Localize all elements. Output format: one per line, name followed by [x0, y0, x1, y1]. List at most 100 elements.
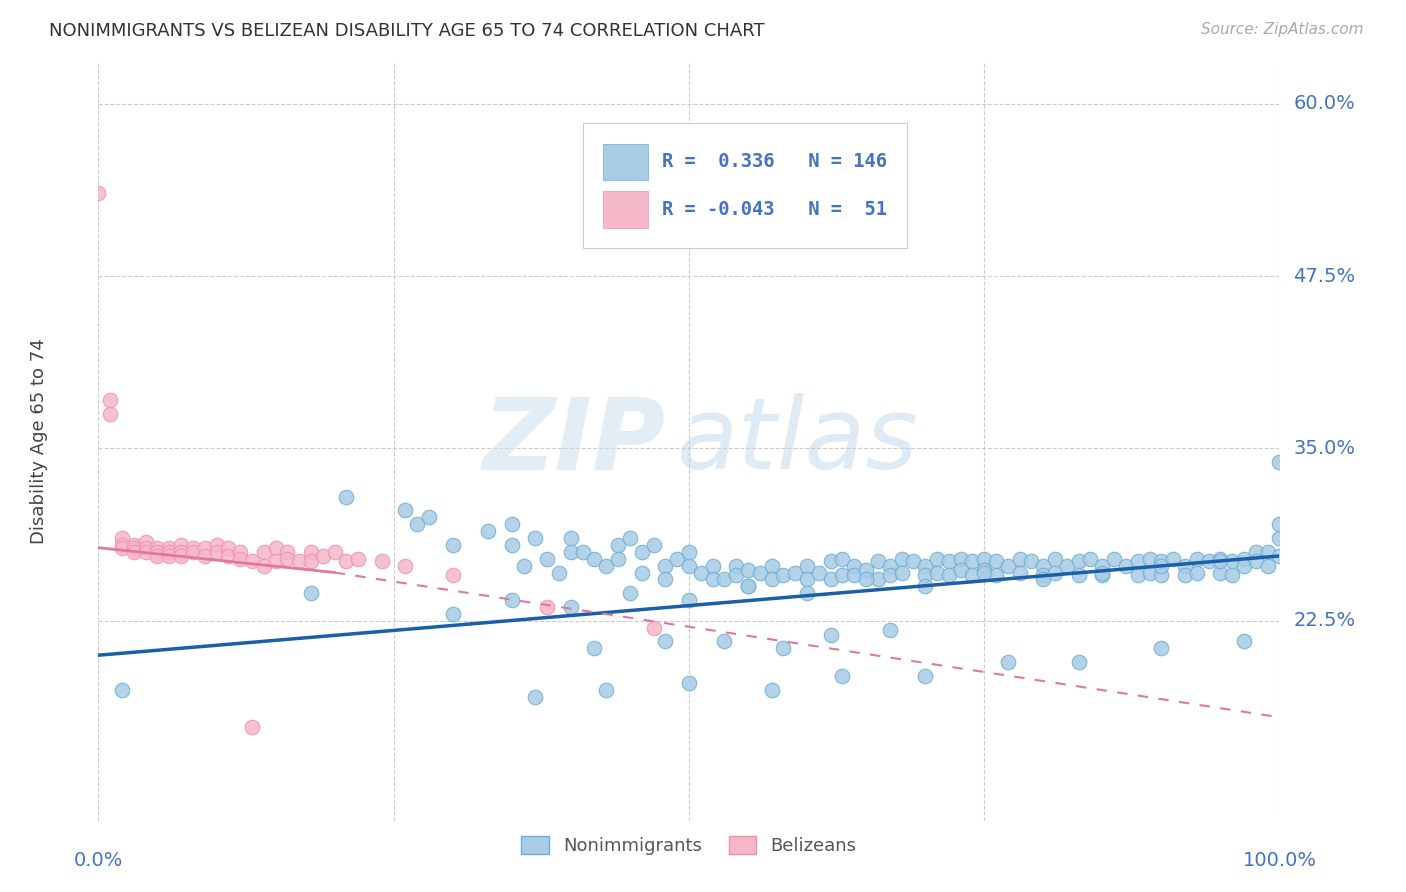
Point — [406, 517, 429, 532]
Point — [643, 621, 665, 635]
Point — [135, 535, 157, 549]
Point — [678, 593, 700, 607]
Point — [654, 634, 676, 648]
Point — [501, 538, 523, 552]
Point — [903, 554, 925, 568]
Point — [501, 593, 523, 607]
Point — [949, 563, 972, 577]
Point — [1126, 554, 1149, 568]
Text: 60.0%: 60.0% — [1294, 95, 1355, 113]
Point — [984, 568, 1007, 582]
Point — [607, 538, 630, 552]
Point — [371, 554, 394, 568]
Point — [1043, 551, 1066, 566]
Point — [925, 566, 948, 580]
Point — [240, 554, 263, 568]
Point — [1067, 655, 1090, 669]
Point — [276, 551, 298, 566]
Point — [335, 554, 357, 568]
Point — [418, 510, 440, 524]
Point — [914, 669, 936, 683]
Point — [890, 551, 912, 566]
Point — [1150, 558, 1173, 573]
Point — [713, 573, 735, 587]
Point — [820, 627, 842, 641]
Point — [1139, 566, 1161, 580]
Text: Source: ZipAtlas.com: Source: ZipAtlas.com — [1201, 22, 1364, 37]
Point — [394, 503, 416, 517]
Point — [1233, 634, 1256, 648]
Point — [1139, 551, 1161, 566]
Point — [949, 551, 972, 566]
Point — [1268, 455, 1291, 469]
Point — [111, 541, 134, 555]
Point — [914, 558, 936, 573]
Point — [1126, 568, 1149, 582]
Point — [879, 624, 901, 638]
Point — [1080, 551, 1102, 566]
Point — [1056, 558, 1078, 573]
Point — [796, 573, 818, 587]
Point — [725, 568, 748, 582]
Point — [1185, 551, 1208, 566]
Point — [796, 586, 818, 600]
Point — [1067, 568, 1090, 582]
Point — [181, 541, 204, 555]
Point — [831, 568, 853, 582]
Point — [441, 607, 464, 621]
FancyBboxPatch shape — [582, 123, 907, 248]
Point — [938, 568, 960, 582]
Point — [87, 186, 110, 201]
Point — [1174, 558, 1197, 573]
Point — [879, 558, 901, 573]
Point — [111, 682, 134, 697]
Text: atlas: atlas — [678, 393, 918, 490]
Point — [477, 524, 499, 538]
Point — [761, 573, 783, 587]
Point — [1244, 545, 1267, 559]
Point — [997, 558, 1019, 573]
Point — [501, 517, 523, 532]
Point — [170, 549, 193, 563]
Point — [1209, 554, 1232, 568]
Point — [702, 558, 724, 573]
Point — [1257, 558, 1279, 573]
Point — [1021, 554, 1043, 568]
Text: 100.0%: 100.0% — [1243, 851, 1316, 871]
Point — [1008, 566, 1031, 580]
Point — [536, 551, 558, 566]
Point — [536, 599, 558, 614]
Point — [678, 545, 700, 559]
Point — [524, 690, 547, 704]
Point — [122, 538, 145, 552]
Point — [855, 573, 877, 587]
Point — [1174, 568, 1197, 582]
Point — [1091, 558, 1114, 573]
Point — [619, 531, 641, 545]
Point — [844, 558, 866, 573]
Point — [772, 568, 794, 582]
Point — [146, 545, 169, 559]
Point — [890, 566, 912, 580]
Point — [394, 558, 416, 573]
Point — [240, 720, 263, 734]
Point — [820, 573, 842, 587]
Point — [973, 566, 995, 580]
Point — [630, 545, 652, 559]
Point — [737, 563, 759, 577]
Point — [1209, 551, 1232, 566]
FancyBboxPatch shape — [603, 191, 648, 227]
Point — [560, 599, 582, 614]
Point — [973, 563, 995, 577]
Point — [607, 551, 630, 566]
Point — [689, 566, 711, 580]
Text: ZIP: ZIP — [482, 393, 665, 490]
Point — [678, 675, 700, 690]
Point — [925, 551, 948, 566]
Text: Disability Age 65 to 74: Disability Age 65 to 74 — [31, 339, 48, 544]
Point — [1043, 566, 1066, 580]
Point — [820, 554, 842, 568]
Point — [194, 541, 217, 555]
Point — [264, 554, 287, 568]
Point — [276, 545, 298, 559]
